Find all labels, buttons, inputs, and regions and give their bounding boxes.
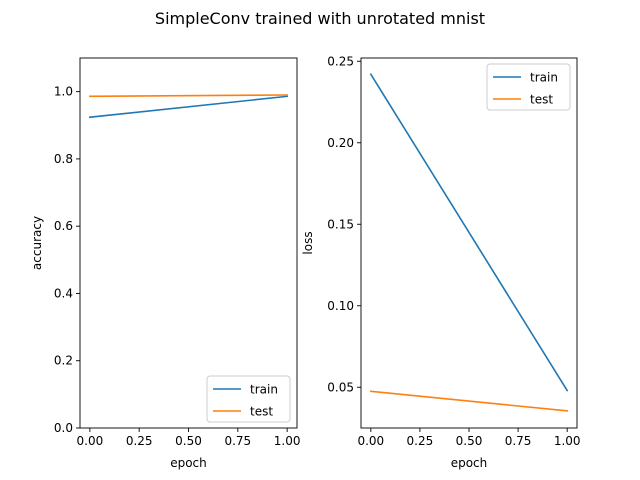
y-tick-label: 0.10	[327, 299, 354, 313]
legend: train test	[206, 375, 291, 423]
y-tick-label: 0.4	[54, 286, 73, 300]
x-tick-label: 1.00	[274, 434, 301, 448]
y-axis-label: accuracy	[30, 216, 44, 270]
x-axis-label: epoch	[451, 456, 488, 470]
x-tick-label: 0.25	[407, 434, 434, 448]
y-tick-label: 0.05	[327, 380, 354, 394]
legend-label-train: train	[250, 383, 278, 397]
x-tick-label: 0.50	[175, 434, 202, 448]
axes-frame	[360, 57, 578, 429]
x-tick-label: 0.00	[357, 434, 384, 448]
figure-title: SimpleConv trained with unrotated mnist	[155, 9, 485, 28]
x-tick-label: 0.25	[126, 434, 153, 448]
y-tick-label: 0.15	[327, 217, 354, 231]
legend-label-train: train	[530, 71, 558, 85]
series-line-test	[369, 390, 569, 412]
y-tick-label: 0.8	[54, 152, 73, 166]
x-tick-label: 1.00	[554, 434, 581, 448]
legend: train test	[486, 63, 571, 111]
legend-label-test: test	[530, 93, 553, 107]
y-axis-label: loss	[301, 231, 315, 254]
x-tick-label: 0.00	[77, 434, 104, 448]
series-line-train	[88, 95, 289, 119]
series-line-test	[89, 94, 288, 98]
y-tick-label: 0.25	[327, 54, 354, 68]
series-line-train	[369, 73, 569, 392]
y-tick-label: 0.2	[54, 354, 73, 368]
legend-label-test: test	[250, 405, 273, 419]
x-tick-label: 0.75	[224, 434, 251, 448]
x-tick-label: 0.75	[505, 434, 532, 448]
y-tick-label: 0.6	[54, 219, 73, 233]
axes-frame	[79, 57, 298, 429]
x-tick-label: 0.50	[456, 434, 483, 448]
accuracy-subplot: 0.00 0.25 0.50 0.75 1.00 0.0 0.2 0.4 0.6 0.8 1.0 ep…	[30, 57, 301, 470]
x-axis-label: epoch	[170, 456, 207, 470]
y-tick-label: 0.20	[327, 136, 354, 150]
y-tick-label: 1.0	[54, 85, 73, 99]
loss-subplot: 0.00 0.25 0.50 0.75 1.00 0.05 0.10 0.15 0.20 0.25…	[301, 54, 581, 470]
y-tick-label: 0.0	[54, 421, 73, 435]
